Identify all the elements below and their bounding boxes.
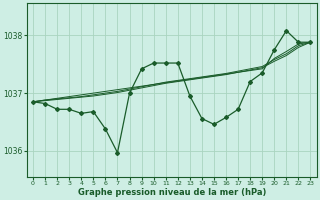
X-axis label: Graphe pression niveau de la mer (hPa): Graphe pression niveau de la mer (hPa) xyxy=(77,188,266,197)
